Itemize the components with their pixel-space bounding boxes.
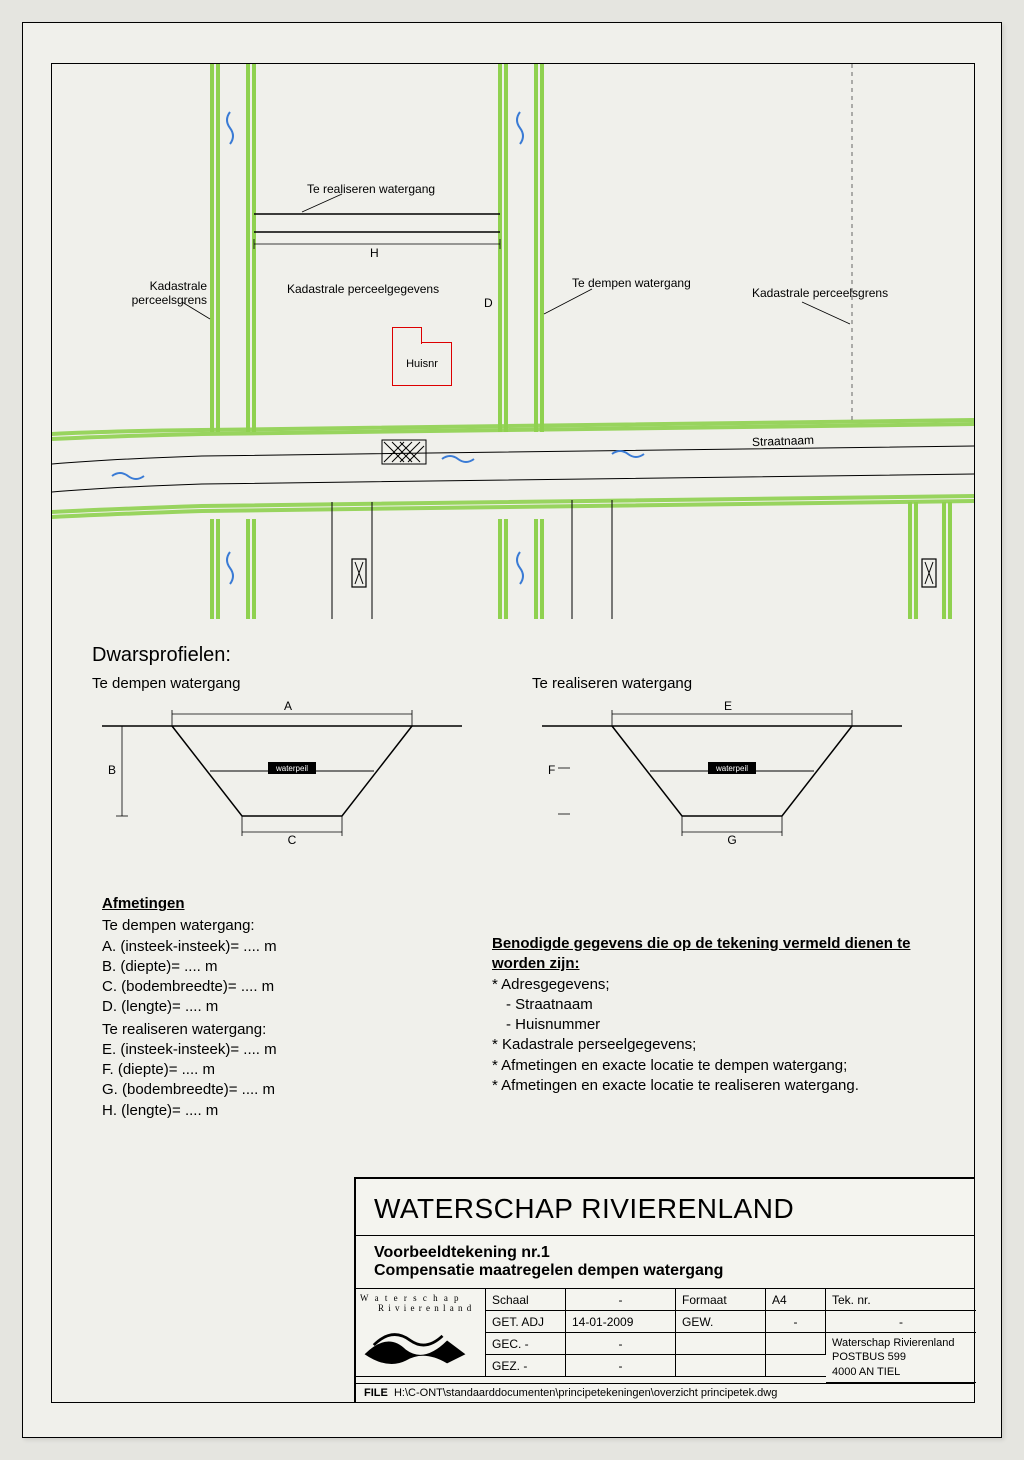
label-huisnr: Huisnr xyxy=(406,358,438,370)
empty-cell xyxy=(766,1355,826,1377)
title-grid: W a t e r s c h a p R i v i e r e n l a … xyxy=(356,1289,974,1383)
org-name: WATERSCHAP RIVIERENLAND xyxy=(356,1179,974,1236)
afm-item: H. (lengte)= .... m xyxy=(102,1101,277,1121)
label-te-dempen: Te dempen watergang xyxy=(572,276,691,290)
ben-item: * Afmetingen en exacte locatie te realis… xyxy=(492,1076,952,1096)
get-label: GET. ADJ xyxy=(486,1311,566,1333)
svg-text:B: B xyxy=(108,763,116,777)
svg-text:E: E xyxy=(724,699,732,713)
afm-item: C. (bodembreedte)= .... m xyxy=(102,977,277,997)
afmetingen-heading: Afmetingen xyxy=(102,894,277,914)
label-te-realiseren: Te realiseren watergang xyxy=(307,182,435,196)
logo-text-bottom: R i v i e r e n l a n d xyxy=(378,1303,472,1313)
ben-item: * Kadastrale perseelgegevens; xyxy=(492,1035,952,1055)
file-label: FILE xyxy=(364,1387,388,1399)
file-row: FILE H:\C-ONT\standaarddocumenten\princi… xyxy=(356,1383,974,1402)
afmetingen-group1-title: Te dempen watergang: xyxy=(102,916,277,936)
drawing-title: Voorbeeldtekening nr.1 Compensatie maatr… xyxy=(356,1236,974,1289)
ben-item: * Adresgegevens; xyxy=(492,975,952,995)
svg-text:waterpeil: waterpeil xyxy=(715,764,748,773)
cross-sections: Dwarsprofielen: Te dempen watergang xyxy=(92,644,952,846)
gec-val: - xyxy=(566,1333,676,1355)
gew-label: GEW. xyxy=(676,1311,766,1333)
addr-2: POSTBUS 599 xyxy=(832,1350,906,1364)
formaat-label: Formaat xyxy=(676,1289,766,1311)
gez-val: - xyxy=(566,1355,676,1377)
logo-cell: W a t e r s c h a p R i v i e r e n l a … xyxy=(356,1289,486,1377)
svg-text:C: C xyxy=(288,833,297,846)
label-kadastrale-grens-left: Kadastrale perceelsgrens xyxy=(107,279,207,307)
required-data-block: Benodigde gegevens die op de tekening ve… xyxy=(492,934,952,1096)
afm-item: D. (lengte)= .... m xyxy=(102,997,277,1017)
empty-cell xyxy=(766,1333,826,1355)
ben-item: - Straatnaam xyxy=(492,995,952,1015)
gew-val2: - xyxy=(826,1311,976,1333)
gez-label: GEZ. - xyxy=(486,1355,566,1377)
section-title-profiles: Dwarsprofielen: xyxy=(92,644,952,667)
svg-text:waterpeil: waterpeil xyxy=(275,764,308,773)
schaal-label: Schaal xyxy=(486,1289,566,1311)
schaal-value: - xyxy=(566,1289,676,1311)
afm-item: G. (bodembreedte)= .... m xyxy=(102,1080,277,1100)
profile-right-caption: Te realiseren watergang xyxy=(532,675,912,692)
drawing-title-1: Voorbeeldtekening nr.1 xyxy=(374,1244,956,1262)
svg-text:F: F xyxy=(548,763,555,777)
addr-1: Waterschap Rivierenland xyxy=(832,1336,954,1350)
afm-item: A. (insteek-insteek)= .... m xyxy=(102,937,277,957)
afm-item: B. (diepte)= .... m xyxy=(102,957,277,977)
drawing-sheet: Te realiseren watergang H Kadastrale per… xyxy=(22,22,1002,1438)
logo-text-top: W a t e r s c h a p xyxy=(360,1293,461,1303)
empty-cell xyxy=(676,1333,766,1355)
plan-svg xyxy=(52,64,974,619)
file-path: H:\C-ONT\standaarddocumenten\principetek… xyxy=(394,1387,777,1399)
svg-text:G: G xyxy=(727,833,736,846)
label-H: H xyxy=(370,246,379,260)
afm-item: F. (diepte)= .... m xyxy=(102,1060,277,1080)
plan-view: Te realiseren watergang H Kadastrale per… xyxy=(52,64,974,619)
huisnr-box: Huisnr xyxy=(392,342,452,386)
dimensions-block: Afmetingen Te dempen watergang: A. (inst… xyxy=(102,894,277,1121)
profile-left-caption: Te dempen watergang xyxy=(92,675,472,692)
drawing-title-2: Compensatie maatregelen dempen watergang xyxy=(374,1262,956,1280)
svg-text:A: A xyxy=(284,699,292,713)
formaat-value: A4 xyxy=(766,1289,826,1311)
label-D: D xyxy=(484,296,493,310)
ben-item: * Afmetingen en exacte locatie te dempen… xyxy=(492,1056,952,1076)
addr-3: 4000 AN TIEL xyxy=(832,1365,900,1379)
afm-item: E. (insteek-insteek)= .... m xyxy=(102,1040,277,1060)
label-kadastrale-grens-right: Kadastrale perceelsgrens xyxy=(752,286,888,300)
label-kadastrale-gegevens: Kadastrale perceelgegevens xyxy=(287,282,439,296)
drawing-frame: Te realiseren watergang H Kadastrale per… xyxy=(51,63,975,1403)
teknr-label: Tek. nr. xyxy=(826,1289,976,1311)
profile-right: E G F waterpeil xyxy=(532,696,912,846)
afmetingen-group2-title: Te realiseren watergang: xyxy=(102,1020,277,1040)
gec-label: GEC. - xyxy=(486,1333,566,1355)
ben-item: - Huisnummer xyxy=(492,1015,952,1035)
get-date: 14-01-2009 xyxy=(566,1311,676,1333)
gew-val: - xyxy=(766,1311,826,1333)
benodigde-heading: Benodigde gegevens die op de tekening ve… xyxy=(492,934,952,975)
empty-cell xyxy=(676,1355,766,1377)
label-straatnaam: Straatnaam xyxy=(752,433,814,449)
logo-icon xyxy=(360,1313,470,1368)
address-cell: Waterschap Rivierenland POSTBUS 599 4000… xyxy=(826,1333,976,1383)
title-block: WATERSCHAP RIVIERENLAND Voorbeeldtekenin… xyxy=(354,1177,974,1402)
profile-left: A C B xyxy=(92,696,472,846)
